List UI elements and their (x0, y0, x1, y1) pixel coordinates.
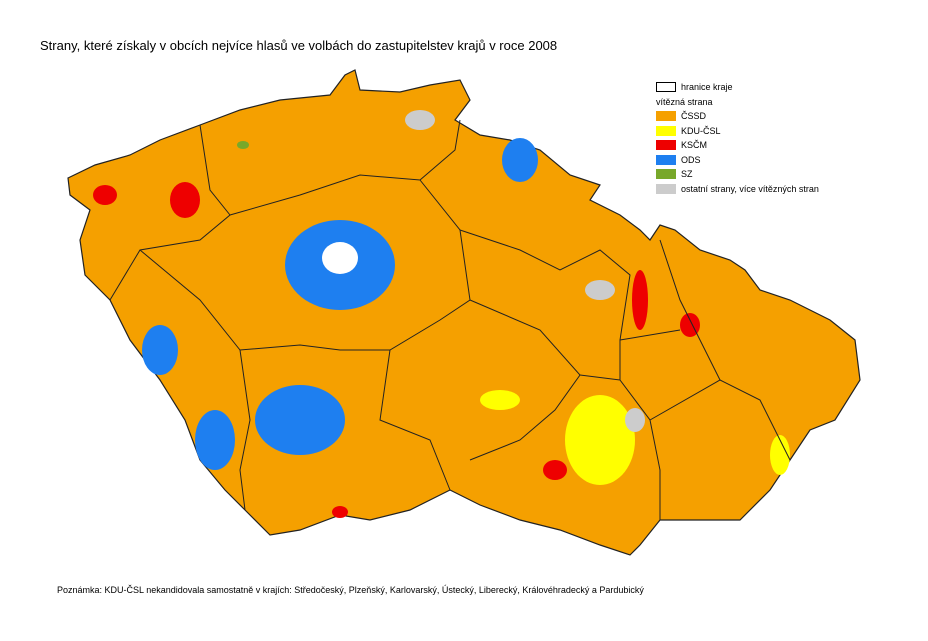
legend-label: KSČM (681, 140, 708, 151)
legend-swatch (656, 169, 676, 180)
patch (585, 280, 615, 300)
legend: hranice kraje vítězná strana ČSSD KDU-ČSL… (656, 80, 819, 196)
legend-row: ODS (656, 153, 819, 168)
map-patches (93, 110, 790, 518)
legend-swatch (656, 154, 676, 165)
patch (237, 141, 249, 149)
legend-row: ČSSD (656, 109, 819, 124)
legend-label: SZ (681, 169, 693, 180)
legend-row: KSČM (656, 138, 819, 153)
patch (405, 110, 435, 130)
legend-label: ostatní strany, více vítězných stran (681, 183, 819, 194)
legend-row: KDU-ČSL (656, 124, 819, 139)
legend-label: hranice kraje (681, 82, 733, 93)
legend-label: KDU-ČSL (681, 125, 721, 136)
patch (332, 506, 348, 518)
legend-row: hranice kraje (656, 80, 819, 95)
prague (322, 242, 358, 274)
legend-label: ČSSD (681, 111, 707, 122)
patch (142, 325, 178, 375)
patch (543, 460, 567, 480)
map-title: Strany, které získaly v obcích nejvíce h… (40, 38, 558, 53)
border-swatch (656, 82, 676, 93)
patch (170, 182, 200, 218)
legend-row: SZ (656, 167, 819, 182)
legend-swatch (656, 111, 676, 122)
patch (255, 385, 345, 455)
patch (625, 408, 645, 432)
patch (770, 435, 790, 475)
patch (502, 138, 538, 182)
legend-swatch (656, 140, 676, 151)
legend-swatch (656, 183, 676, 194)
patch (632, 270, 648, 330)
legend-label: ODS (681, 154, 701, 165)
patch (480, 390, 520, 410)
patch (93, 185, 117, 205)
patch (195, 410, 235, 470)
patch (565, 395, 635, 485)
legend-swatch (656, 125, 676, 136)
legend-heading: vítězná strana (656, 96, 713, 107)
legend-row: ostatní strany, více vítězných stran (656, 182, 819, 197)
note: Poznámka: KDU-ČSL nekandidovala samostat… (57, 585, 644, 595)
region-borders (109, 119, 791, 520)
